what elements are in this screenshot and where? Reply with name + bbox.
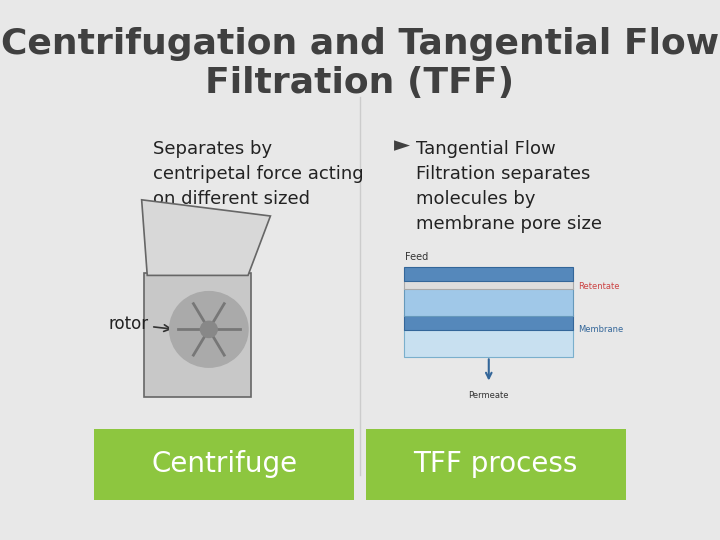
FancyBboxPatch shape xyxy=(404,315,573,330)
Text: Membrane: Membrane xyxy=(578,325,624,334)
Circle shape xyxy=(200,321,217,338)
Text: ►: ► xyxy=(394,135,410,155)
FancyBboxPatch shape xyxy=(94,429,354,500)
Text: Separates by
centripetal force acting
on different sized
particles: Separates by centripetal force acting on… xyxy=(153,140,364,233)
FancyBboxPatch shape xyxy=(404,280,573,289)
FancyBboxPatch shape xyxy=(404,288,573,316)
Text: TFF process: TFF process xyxy=(413,450,578,478)
FancyBboxPatch shape xyxy=(145,273,251,397)
Text: Permeate: Permeate xyxy=(469,392,509,401)
FancyBboxPatch shape xyxy=(404,267,573,281)
Text: Feed: Feed xyxy=(405,252,428,262)
Text: Retentate: Retentate xyxy=(578,282,620,291)
Text: Nowasep.com: Nowasep.com xyxy=(382,441,461,451)
Circle shape xyxy=(170,292,248,367)
Polygon shape xyxy=(142,200,271,275)
FancyBboxPatch shape xyxy=(366,429,626,500)
Text: Glossary.periodni.com: Glossary.periodni.com xyxy=(120,441,243,451)
Text: rotor: rotor xyxy=(108,315,171,333)
FancyBboxPatch shape xyxy=(404,329,573,357)
Text: Centrifuge: Centrifuge xyxy=(151,450,297,478)
Text: Centrifugation and Tangential Flow
Filtration (TFF): Centrifugation and Tangential Flow Filtr… xyxy=(1,27,719,100)
Text: Tangential Flow
Filtration separates
molecules by
membrane pore size: Tangential Flow Filtration separates mol… xyxy=(416,140,602,233)
